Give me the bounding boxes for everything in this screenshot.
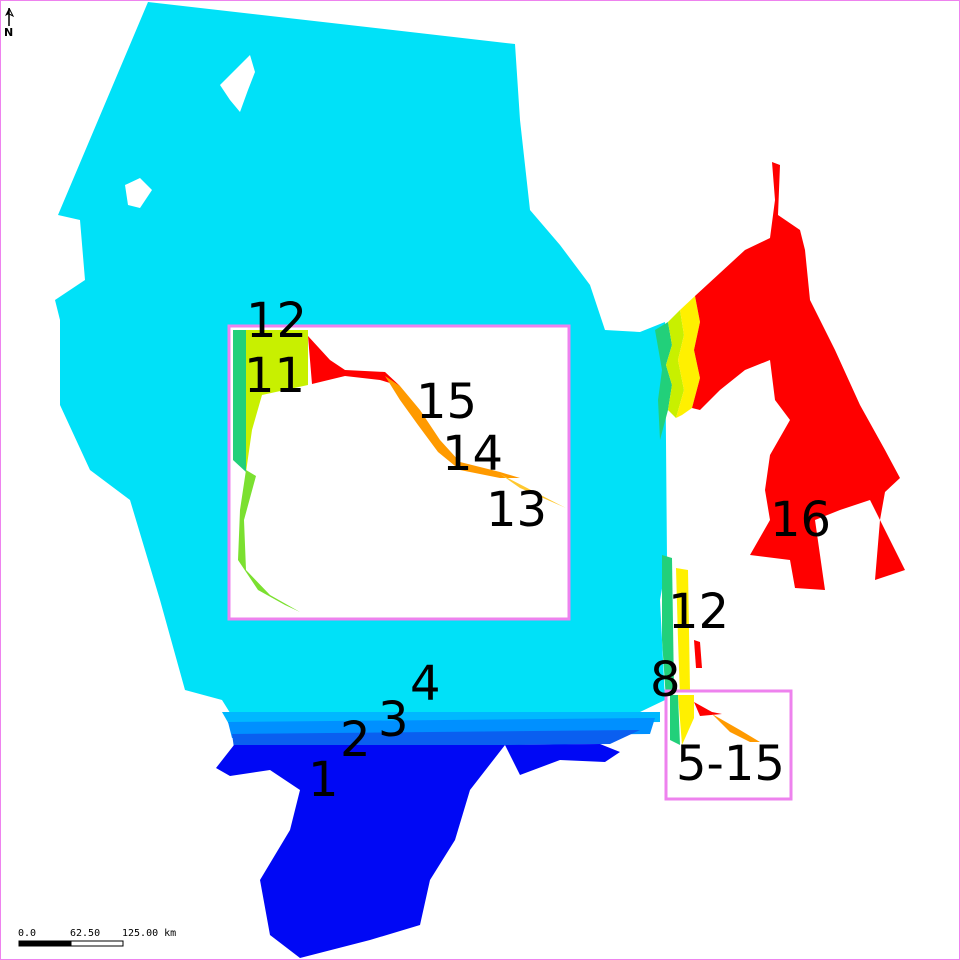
zone-label-14: 14: [442, 426, 504, 482]
island: [125, 178, 152, 208]
inset-small-yellow: [678, 695, 694, 745]
north-arrow: N: [2, 7, 16, 42]
zone-label-3: 3: [378, 692, 409, 748]
zone-label-15: 15: [416, 374, 478, 430]
inset-small-red: [694, 702, 722, 716]
inset-small-green: [670, 695, 680, 745]
scale-label-0: 0.0: [18, 928, 37, 939]
north-label: N: [4, 26, 14, 39]
inset-small-river: [712, 714, 760, 742]
scale-bar: 0.0 62.50 125.00 km: [18, 928, 208, 952]
scale-label-max: 125.00 km: [122, 928, 177, 939]
inset-river-green: [238, 470, 300, 612]
island: [220, 55, 255, 112]
inset-river-orange: [385, 376, 520, 478]
inset-band-red: [308, 336, 400, 386]
zone-label-4: 4: [410, 656, 441, 712]
zone-label-16: 16: [770, 492, 832, 548]
zone-label-11: 11: [244, 348, 306, 404]
zone-label-12-inset: 12: [246, 293, 308, 349]
gradient-band-green: [655, 322, 672, 440]
zone-label-5-15: 5-15: [676, 736, 785, 792]
inset-band-yellow: [246, 330, 308, 472]
zone-2-band: [232, 730, 640, 748]
strip-red-speck: [694, 640, 702, 668]
zone-16-region: [692, 162, 905, 590]
scale-label-mid: 62.50: [70, 928, 101, 939]
north-arrow-icon: [5, 7, 15, 26]
gradient-band-yellow: [676, 296, 700, 418]
zone-label-8: 8: [650, 652, 681, 708]
gradient-band-yellow-green: [666, 310, 684, 418]
zone-label-1: 1: [308, 752, 339, 808]
zone-label-2: 2: [340, 712, 371, 768]
strip-green: [662, 555, 674, 700]
zone-label-12-east: 12: [668, 584, 730, 640]
scale-bar-graphic: [18, 940, 124, 947]
zone-1-region: [216, 745, 505, 958]
zone-1-coast-fringe: [505, 744, 620, 775]
zone-label-13: 13: [486, 482, 548, 538]
inset-band-green: [233, 330, 246, 472]
strip-yellow: [676, 568, 690, 696]
